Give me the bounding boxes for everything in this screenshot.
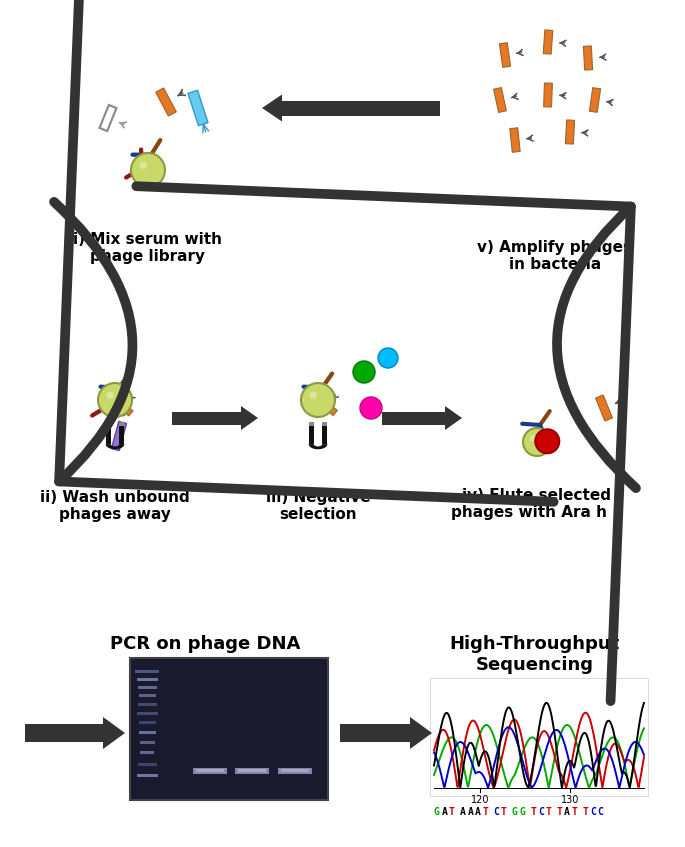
Text: T: T (482, 807, 488, 817)
Bar (139, 694, 156, 697)
Bar (135, 670, 159, 673)
Polygon shape (543, 30, 553, 54)
Polygon shape (103, 717, 125, 749)
Text: iii) Negative
selection: iii) Negative selection (266, 490, 371, 523)
Bar (137, 774, 158, 777)
Polygon shape (309, 444, 327, 449)
Bar (140, 751, 154, 754)
Text: A: A (564, 807, 570, 817)
Text: T: T (571, 807, 577, 817)
Polygon shape (188, 91, 208, 125)
Polygon shape (499, 42, 510, 67)
Circle shape (353, 361, 375, 383)
Bar (309, 422, 314, 426)
Circle shape (523, 428, 551, 456)
Circle shape (131, 153, 165, 187)
Text: A: A (442, 807, 447, 817)
Polygon shape (510, 128, 520, 152)
Polygon shape (445, 406, 462, 430)
Polygon shape (262, 95, 282, 121)
Text: A: A (475, 807, 481, 817)
Text: T: T (501, 807, 507, 817)
Bar (281, 769, 309, 772)
Text: 120: 120 (471, 795, 489, 805)
Bar (137, 678, 158, 681)
Circle shape (530, 435, 536, 441)
Bar (130, 658, 328, 800)
Polygon shape (494, 87, 506, 113)
Polygon shape (105, 444, 125, 449)
Text: C: C (590, 807, 596, 817)
Bar (119, 422, 125, 444)
Polygon shape (114, 398, 133, 416)
Bar (322, 422, 327, 444)
Text: G: G (434, 807, 440, 817)
Polygon shape (565, 120, 575, 144)
Bar (25, 724, 103, 742)
Text: A: A (467, 807, 473, 817)
FancyArrowPatch shape (54, 0, 553, 501)
Polygon shape (99, 105, 116, 131)
Polygon shape (112, 422, 127, 451)
Text: i) Mix serum with
phage library: i) Mix serum with phage library (73, 232, 223, 264)
Bar (139, 731, 156, 734)
Polygon shape (241, 406, 258, 430)
Polygon shape (155, 88, 176, 116)
Bar (196, 769, 224, 772)
Polygon shape (544, 83, 552, 107)
Bar (138, 763, 157, 766)
Text: T: T (449, 807, 455, 817)
Bar (138, 686, 157, 689)
Bar (382, 412, 445, 424)
Text: T: T (545, 807, 551, 817)
Bar (309, 422, 314, 444)
Bar (172, 412, 241, 424)
Bar (137, 712, 158, 715)
Bar (105, 422, 111, 426)
Bar (340, 724, 410, 742)
Polygon shape (410, 717, 432, 749)
Text: C: C (538, 807, 544, 817)
Bar (140, 741, 155, 744)
Text: T: T (582, 807, 588, 817)
Polygon shape (584, 46, 593, 70)
Bar (430, 678, 648, 796)
Text: A: A (460, 807, 466, 817)
Circle shape (360, 397, 382, 419)
Bar (138, 703, 157, 706)
Circle shape (310, 391, 317, 399)
Circle shape (140, 162, 147, 169)
Circle shape (378, 348, 398, 368)
Text: T: T (556, 807, 562, 817)
Bar (282, 101, 440, 115)
Bar (193, 768, 227, 774)
Circle shape (535, 429, 559, 453)
Circle shape (106, 391, 114, 399)
Text: High-Throughput
Sequencing: High-Throughput Sequencing (450, 635, 620, 674)
Text: v) Amplify phages
in bacteria: v) Amplify phages in bacteria (477, 240, 632, 273)
Circle shape (98, 383, 132, 417)
Bar (238, 769, 266, 772)
Bar (105, 422, 111, 444)
Bar (139, 721, 156, 724)
Polygon shape (318, 398, 337, 416)
FancyArrowPatch shape (136, 186, 636, 701)
Text: G: G (519, 807, 525, 817)
Text: C: C (597, 807, 603, 817)
Circle shape (301, 383, 335, 417)
Text: T: T (530, 807, 536, 817)
Bar (235, 768, 269, 774)
Text: 130: 130 (561, 795, 580, 805)
Text: ii) Wash unbound
phages away: ii) Wash unbound phages away (40, 490, 190, 523)
Bar (322, 422, 327, 426)
Polygon shape (595, 395, 612, 421)
Bar (119, 422, 125, 426)
Text: PCR on phage DNA: PCR on phage DNA (110, 635, 300, 653)
Text: iv) Elute selected
phages with Ara h 1: iv) Elute selected phages with Ara h 1 (451, 488, 623, 520)
Polygon shape (589, 88, 601, 113)
Text: G: G (512, 807, 518, 817)
Text: C: C (493, 807, 499, 817)
Bar (278, 768, 312, 774)
